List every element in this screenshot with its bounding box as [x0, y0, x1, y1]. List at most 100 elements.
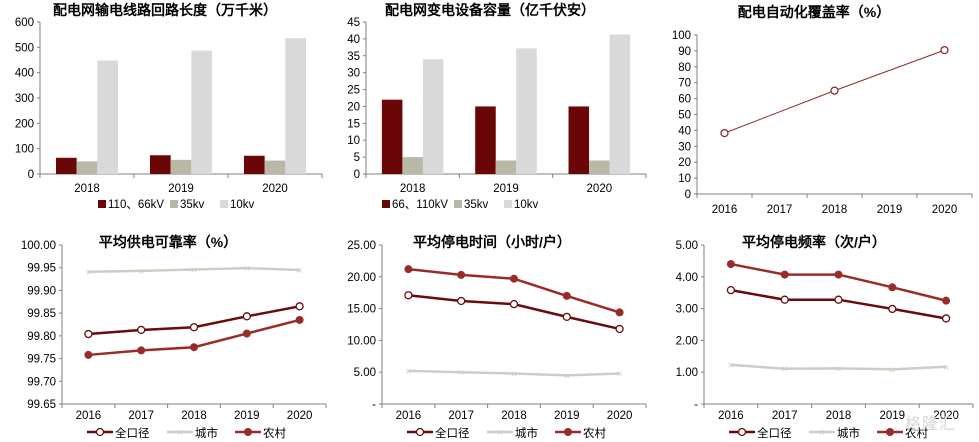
x-tick-label: 2016 — [718, 410, 744, 422]
chart-outage-frequency: 平均停电频率（次/户） - 1.00 2.00 3.00 4.00 5.00 2016 2017… — [676, 234, 974, 440]
y-tick-label: 400 — [15, 68, 34, 80]
x-tick-label: 2016 — [396, 410, 422, 422]
y-tick-label: 5 — [354, 152, 360, 164]
chart-outage-duration: 平均停电时间（小时/户） - 5.00 10.00 15.00 20.00 25.00 201… — [347, 234, 647, 440]
data-point — [84, 350, 93, 359]
series-line-城市 — [408, 369, 620, 377]
x-tick-label: 2018 — [822, 204, 848, 216]
legend-label: 全口径 — [115, 426, 150, 440]
y-tick-label: 35 — [347, 51, 360, 63]
x-tick-label: 2020 — [933, 410, 959, 422]
y-tick-label: 5.00 — [676, 240, 698, 252]
y-tick-label: 500 — [15, 42, 34, 54]
legend-marker: × — [497, 427, 503, 439]
x-tick-label: 2020 — [587, 183, 613, 195]
x-tick-label: 2019 — [234, 410, 260, 422]
legend-swatch — [170, 200, 178, 208]
y-tick-label: 25.00 — [347, 240, 376, 252]
data-point — [137, 325, 146, 335]
legend-marker — [886, 428, 894, 436]
legend-label: 全口径 — [757, 426, 792, 440]
y-tick-label: 30 — [347, 68, 360, 80]
y-tick-label: 99.70 — [27, 376, 56, 388]
y-tick-label: 99.95 — [27, 263, 56, 275]
chart-title: 平均停电频率（次/户） — [742, 234, 886, 250]
legend-label: 35kv — [464, 199, 489, 211]
data-point: × — [85, 267, 91, 279]
x-tick-label: 2019 — [880, 410, 906, 422]
legend-swatch — [382, 200, 390, 208]
legend-label: 城市 — [515, 426, 538, 440]
x-tick-label: 2018 — [181, 410, 207, 422]
legend-swatch — [98, 200, 106, 208]
bar-110、66kV — [243, 155, 265, 174]
bar-110、66kV — [55, 157, 77, 174]
y-tick-label: 70 — [678, 78, 691, 90]
data-point — [137, 346, 146, 355]
data-point: × — [405, 366, 411, 378]
y-tick-label: 20 — [347, 101, 360, 113]
data-point: × — [616, 368, 622, 380]
y-tick-label: 100 — [672, 30, 691, 42]
y-tick-label: 4.00 — [676, 272, 698, 284]
y-tick-label: 99.75 — [27, 354, 56, 366]
data-point — [404, 265, 413, 274]
bar-10kv — [516, 48, 537, 175]
x-tick-label: 2018 — [400, 183, 426, 195]
legend-marker: × — [177, 427, 183, 439]
legend-swatch — [220, 200, 228, 208]
y-tick-label: - — [694, 399, 698, 411]
legend-label: 城市 — [195, 426, 218, 440]
y-tick-label: 10 — [347, 135, 360, 147]
y-tick-label: 60 — [678, 94, 691, 106]
x-tick-label: 2018 — [826, 410, 852, 422]
y-tick-label: 0 — [354, 169, 360, 181]
y-tick-label: 20.00 — [347, 272, 376, 284]
data-point — [295, 315, 304, 324]
legend-label: 全口径 — [435, 426, 470, 440]
x-tick-label: 2017 — [767, 204, 793, 216]
watermark: 格隆汇 — [905, 414, 957, 433]
x-tick-label: 2017 — [448, 410, 474, 422]
data-point: × — [138, 266, 144, 278]
bar-66、110kV — [381, 99, 403, 174]
data-point — [615, 324, 624, 334]
legend-marker — [415, 427, 425, 437]
data-point — [720, 128, 729, 138]
data-point — [780, 295, 789, 304]
bar-35kv — [76, 161, 98, 174]
data-point — [834, 295, 843, 304]
data-point: × — [511, 368, 517, 380]
series-line-全口径 — [730, 288, 947, 320]
data-point: × — [835, 363, 841, 375]
x-tick-label: 2017 — [128, 410, 154, 422]
x-tick-label: 2018 — [74, 183, 100, 195]
legend-label: 66、110kV — [392, 199, 448, 211]
x-tick-label: 2020 — [607, 410, 633, 422]
chart-automation-coverage: 配电自动化覆盖率（%） 0 10 20 30 40 50 60 70 80 90 100 2016 201… — [672, 4, 973, 216]
data-point — [940, 45, 949, 55]
chart-line-length: 配电网输电线路回路长度（万千米） 0 100 200 300 400 500 600 2018 2… — [15, 2, 323, 211]
chart-title: 配电网输电线路回路长度（万千米） — [53, 2, 277, 18]
chart-transformer-capacity: 配电网变电设备容量（亿千伏安） 0 5 10 15 20 25 30 35 40 45 2018 201… — [347, 2, 647, 211]
x-tick-label: 2016 — [76, 410, 102, 422]
x-tick-label: 2018 — [501, 410, 527, 422]
legend-label: 城市 — [837, 426, 860, 440]
bar-10kv — [191, 50, 213, 175]
data-point — [834, 270, 843, 279]
data-point — [242, 312, 251, 321]
bar-10kv — [609, 34, 631, 175]
legend-marker — [244, 428, 252, 436]
x-tick-label: 2019 — [493, 183, 519, 195]
bar-66、110kV — [568, 106, 590, 174]
y-tick-label: 10.00 — [347, 335, 376, 347]
x-tick-label: 2019 — [877, 204, 903, 216]
series-line-城市 — [88, 266, 300, 274]
x-tick-label: 2019 — [168, 183, 194, 195]
y-tick-label: 40 — [347, 34, 360, 46]
chart-supply-reliability: 平均供电可靠率（%） 99.65 99.70 99.75 99.80 99.85 99.90… — [21, 234, 327, 440]
data-point: × — [943, 362, 949, 374]
y-tick-label: 600 — [15, 17, 34, 29]
data-point: × — [564, 370, 570, 382]
legend-swatch — [504, 200, 512, 208]
